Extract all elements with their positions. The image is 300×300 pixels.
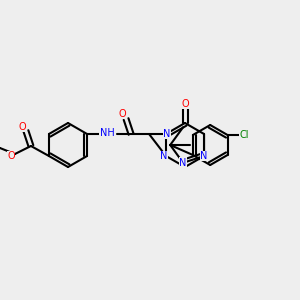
Text: O: O bbox=[181, 99, 189, 109]
Text: N: N bbox=[179, 158, 187, 168]
Text: N: N bbox=[160, 151, 168, 161]
Text: O: O bbox=[18, 122, 26, 132]
Text: Cl: Cl bbox=[240, 130, 249, 140]
Text: N: N bbox=[164, 129, 171, 139]
Text: NH: NH bbox=[100, 128, 114, 138]
Text: O: O bbox=[7, 151, 15, 161]
Text: N: N bbox=[200, 151, 208, 161]
Text: O: O bbox=[118, 109, 126, 119]
